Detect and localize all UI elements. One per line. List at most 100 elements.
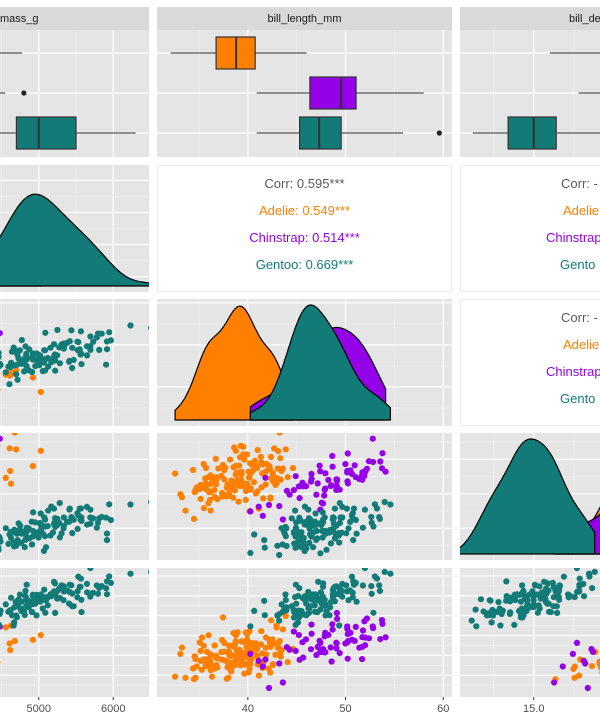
- point-gentoo: [319, 583, 327, 590]
- point-adelie: [576, 672, 583, 679]
- point-gentoo: [313, 536, 320, 544]
- point-adelie: [241, 670, 248, 677]
- corr-line: Corr: -: [561, 176, 598, 191]
- point-gentoo: [66, 600, 73, 607]
- point-gentoo: [347, 518, 354, 526]
- point-adelie: [247, 460, 254, 467]
- density-gentoo: [249, 304, 392, 421]
- point-adelie: [178, 494, 186, 501]
- point-gentoo: [331, 505, 338, 512]
- panel-r2-c0: [0, 299, 149, 426]
- point-adelie: [253, 463, 260, 470]
- point-gentoo: [310, 544, 317, 551]
- point-adelie: [259, 461, 266, 468]
- point-adelie: [250, 479, 257, 486]
- point-gentoo: [74, 594, 81, 601]
- point-gentoo: [361, 568, 368, 572]
- point-gentoo: [47, 532, 54, 539]
- point-chinstrap: [308, 621, 315, 628]
- point-chinstrap: [559, 663, 566, 670]
- point-adelie: [234, 629, 241, 636]
- point-gentoo: [361, 506, 368, 513]
- point-adelie: [6, 640, 13, 647]
- point-chinstrap: [0, 435, 3, 442]
- corr-line: Adelie: [563, 337, 599, 352]
- point-gentoo: [103, 537, 111, 544]
- point-chinstrap: [322, 485, 329, 492]
- outlier-point: [21, 90, 27, 96]
- point-gentoo: [127, 322, 134, 329]
- point-chinstrap: [347, 629, 354, 636]
- point-adelie: [276, 639, 283, 646]
- point-gentoo: [343, 530, 350, 537]
- point-gentoo: [2, 525, 9, 532]
- point-adelie: [257, 453, 264, 460]
- point-gentoo: [376, 514, 383, 521]
- x-axis-ticks: 5000 6000 40 50 60 15.0: [27, 697, 544, 715]
- point-gentoo: [50, 578, 58, 585]
- point-chinstrap: [329, 621, 336, 628]
- point-adelie: [207, 663, 214, 670]
- point-gentoo: [279, 541, 286, 548]
- point-chinstrap: [308, 630, 315, 637]
- point-gentoo: [66, 506, 73, 513]
- point-chinstrap: [334, 476, 341, 483]
- point-gentoo: [376, 582, 383, 589]
- point-gentoo: [0, 547, 2, 553]
- point-gentoo: [64, 587, 71, 594]
- point-adelie: [197, 647, 204, 655]
- point-adelie: [228, 664, 235, 671]
- point-adelie: [177, 650, 184, 658]
- point-adelie: [571, 663, 578, 670]
- point-gentoo: [261, 544, 268, 551]
- point-gentoo: [517, 614, 524, 621]
- point-adelie: [251, 457, 259, 464]
- point-chinstrap: [292, 647, 299, 655]
- point-adelie: [242, 496, 249, 503]
- point-gentoo: [323, 546, 330, 553]
- point-gentoo: [23, 595, 30, 602]
- point-gentoo: [498, 610, 505, 618]
- point-adelie: [37, 447, 44, 454]
- point-chinstrap: [344, 655, 351, 662]
- point-adelie: [207, 507, 214, 514]
- point-chinstrap: [336, 650, 343, 657]
- point-gentoo: [519, 582, 526, 589]
- point-gentoo: [313, 527, 320, 535]
- point-gentoo: [327, 599, 334, 606]
- point-gentoo: [295, 530, 303, 537]
- point-gentoo: [339, 593, 346, 600]
- point-chinstrap: [333, 486, 340, 494]
- point-gentoo: [10, 622, 17, 629]
- corr-panel-bg: [460, 165, 600, 292]
- point-gentoo: [5, 540, 12, 548]
- x-tick-label: 50: [339, 703, 351, 715]
- point-gentoo: [251, 607, 258, 615]
- panel-r3-c1: [157, 433, 452, 560]
- point-gentoo: [93, 582, 100, 589]
- panel-background: [0, 568, 149, 697]
- density-gentoo: [460, 438, 596, 555]
- point-chinstrap: [370, 458, 377, 466]
- point-gentoo: [517, 598, 525, 605]
- point-gentoo: [345, 525, 352, 532]
- point-gentoo: [311, 602, 318, 609]
- point-gentoo: [327, 526, 334, 534]
- point-gentoo: [83, 580, 90, 588]
- point-adelie: [198, 666, 205, 673]
- point-gentoo: [107, 337, 114, 344]
- point-gentoo: [522, 606, 529, 614]
- point-adelie: [267, 494, 274, 501]
- point-chinstrap: [382, 634, 389, 641]
- point-chinstrap: [317, 639, 324, 647]
- point-gentoo: [359, 524, 366, 531]
- point-gentoo: [318, 522, 325, 529]
- point-gentoo: [38, 357, 45, 364]
- point-gentoo: [50, 341, 58, 348]
- point-gentoo: [347, 587, 354, 594]
- point-chinstrap: [573, 639, 581, 647]
- point-gentoo: [473, 623, 480, 630]
- point-gentoo: [488, 619, 495, 626]
- point-gentoo: [335, 532, 342, 539]
- point-chinstrap: [276, 660, 283, 667]
